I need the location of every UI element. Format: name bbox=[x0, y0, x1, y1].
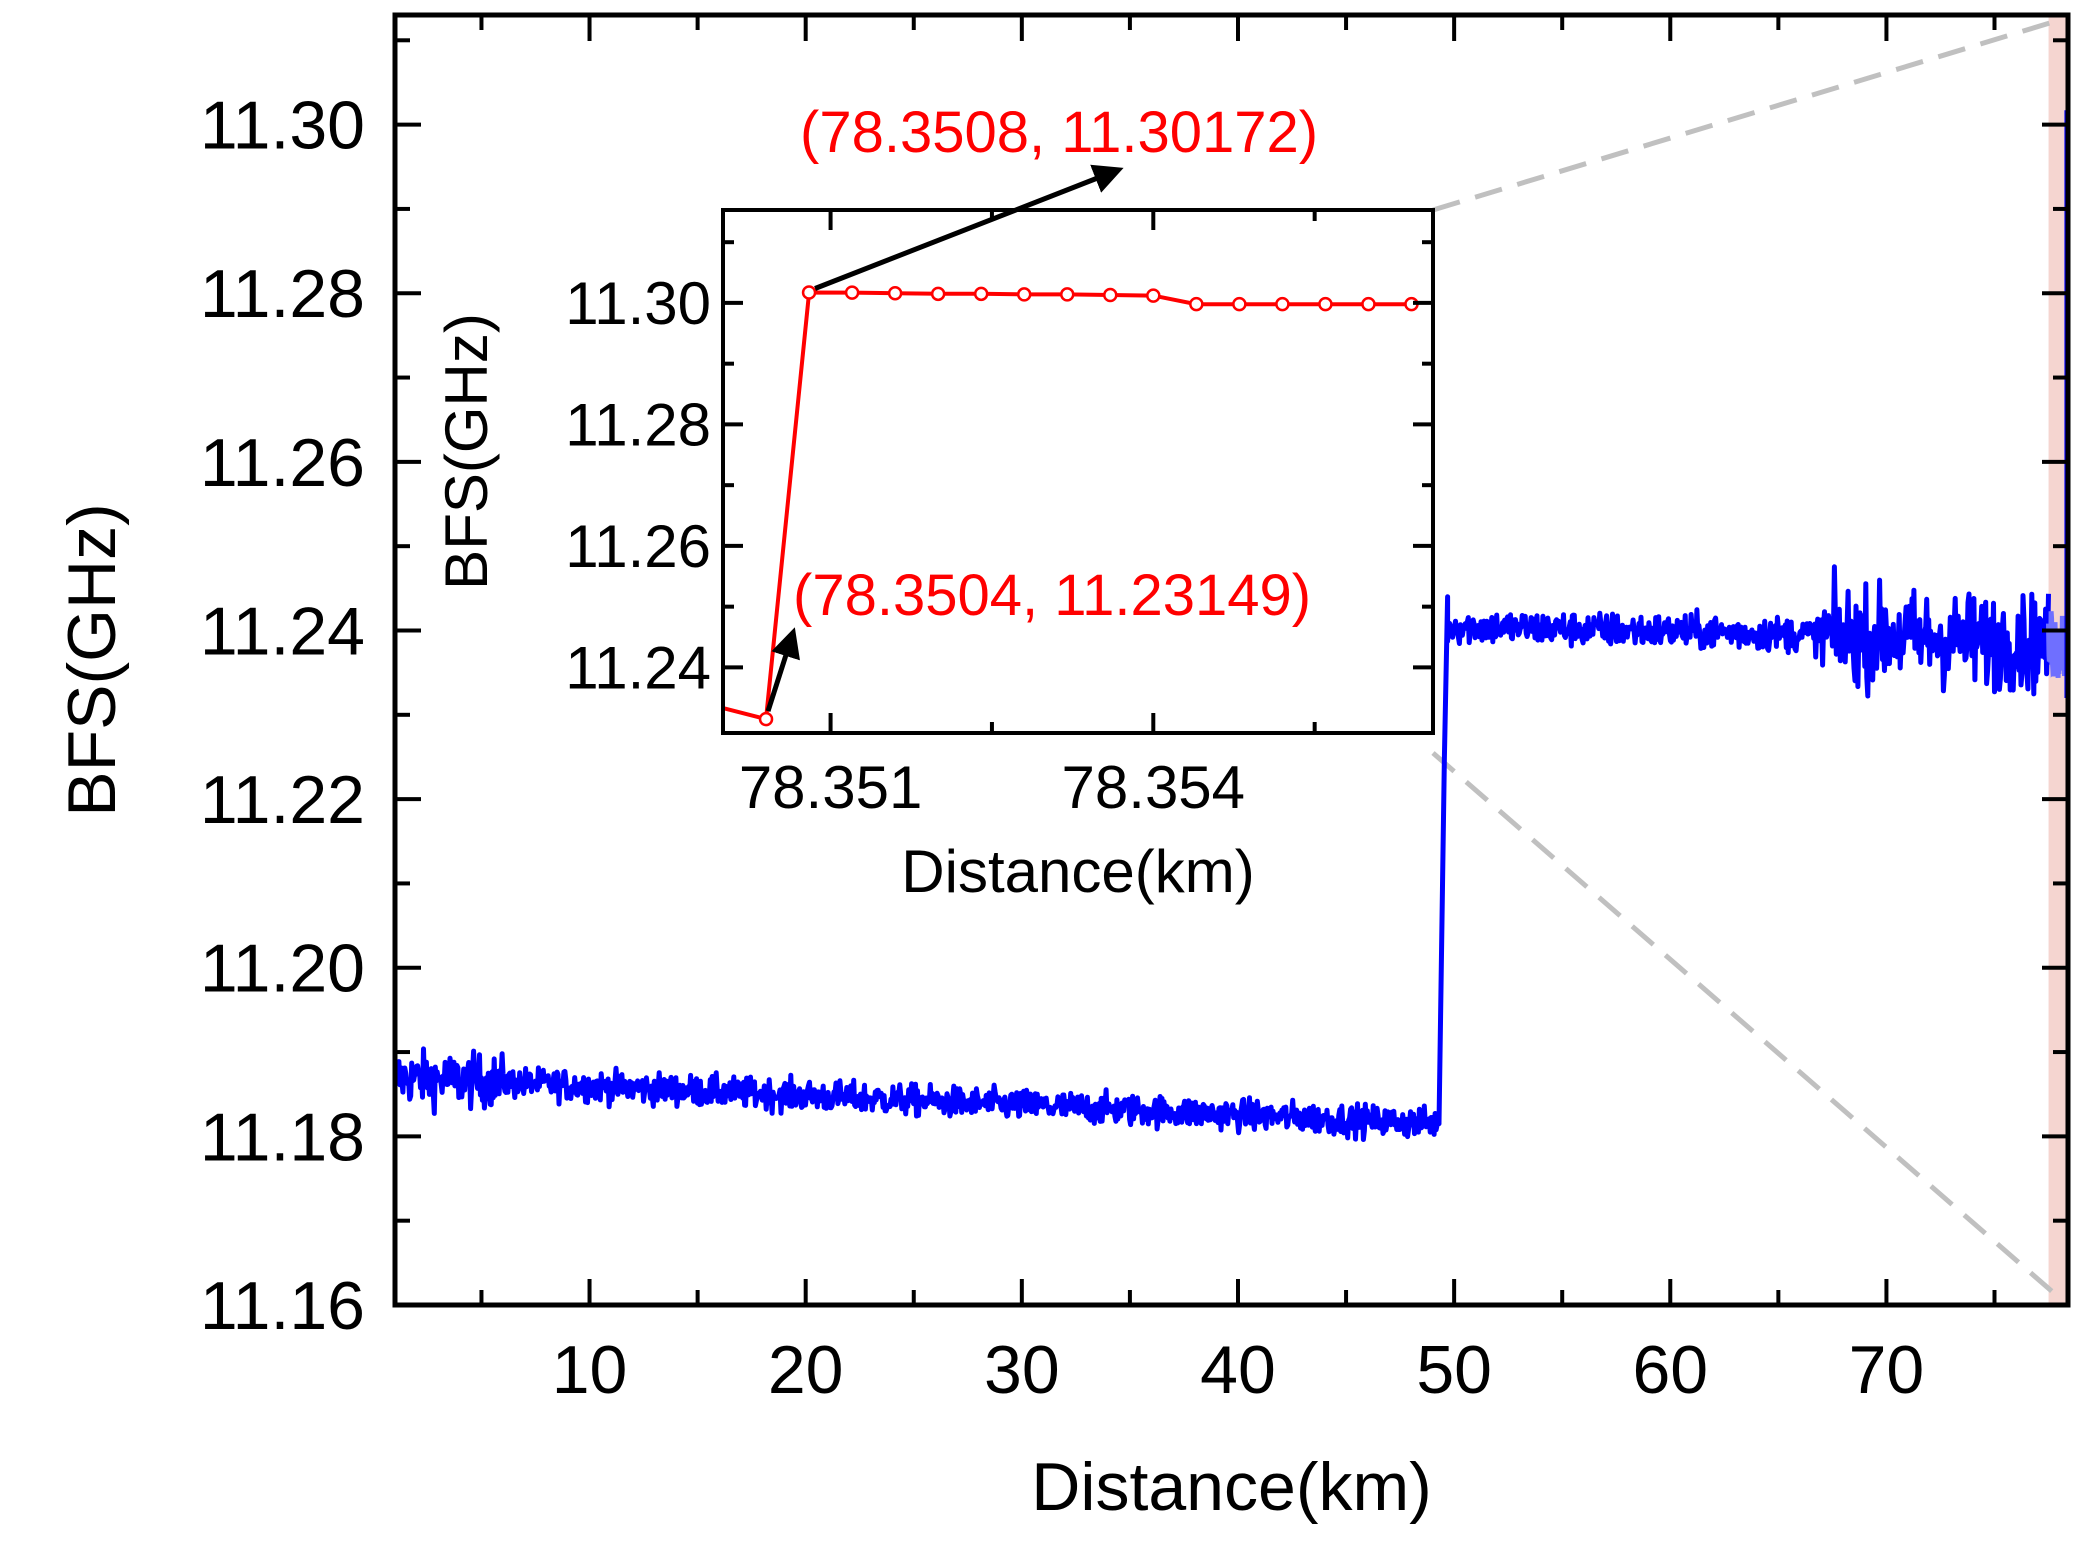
y-tick-label: 11.18 bbox=[200, 1099, 365, 1175]
y-tick-label: 11.30 bbox=[200, 88, 365, 164]
y-tick-label: 11.16 bbox=[200, 1268, 365, 1344]
inset-y-axis-title: BFS(GHz) bbox=[433, 313, 500, 590]
inset-data-point bbox=[1146, 288, 1161, 303]
inset-background bbox=[723, 210, 1433, 733]
inset-data-point bbox=[801, 285, 817, 300]
y-tick-label: 11.20 bbox=[200, 931, 365, 1007]
y-tick-label: 11.28 bbox=[200, 256, 365, 332]
inset-data-point bbox=[1016, 287, 1032, 302]
inset-data-point bbox=[1232, 296, 1247, 312]
bfs-trace-zoom-region bbox=[2046, 611, 2069, 678]
x-tick-label: 50 bbox=[1416, 1332, 1492, 1408]
annotation-max-point: (78.3508, 11.30172) bbox=[800, 100, 1318, 165]
inset-y-tick-label: 11.30 bbox=[565, 270, 711, 337]
inset-x-tick-label: 78.354 bbox=[1062, 754, 1246, 821]
bfs-trace bbox=[392, 564, 2051, 1142]
y-tick-label: 11.22 bbox=[200, 762, 365, 838]
annotation-arrow-max bbox=[814, 164, 1124, 291]
y-tick-label: 11.26 bbox=[200, 425, 365, 501]
annotation-min-point: (78.3504, 11.23149) bbox=[793, 563, 1311, 628]
inset-data-point bbox=[1189, 296, 1204, 312]
inset-tick-labels: 78.351 78.354 11.24 11.26 11.28 11.30 bbox=[565, 270, 1245, 821]
inset-data-point bbox=[1103, 287, 1118, 303]
inset-data-point bbox=[758, 711, 774, 727]
inset-data-point bbox=[1059, 287, 1075, 302]
inset-axes-frame bbox=[721, 208, 1435, 735]
inset-data-point bbox=[1318, 296, 1333, 312]
zoom-connector-top bbox=[1432, 16, 2064, 213]
x-tick-label: 10 bbox=[552, 1332, 628, 1408]
inset-x-tick-label: 78.351 bbox=[739, 754, 923, 821]
inset-data-point bbox=[1275, 296, 1290, 312]
inset-data-point bbox=[930, 286, 946, 302]
annotation-arrow-min bbox=[765, 627, 800, 712]
zoom-connector-lines bbox=[1431, 16, 2065, 1303]
inset-y-tick-label: 11.24 bbox=[565, 634, 711, 701]
y-tick-label: 11.24 bbox=[200, 593, 365, 669]
inset-y-tick-label: 11.28 bbox=[565, 391, 711, 458]
main-tick-labels: 10 20 30 40 50 60 70 11.16 11.18 11.20 11.22 11.24 1… bbox=[200, 88, 1924, 1408]
main-x-axis-title: Distance(km) bbox=[1031, 1449, 1432, 1525]
point-annotations: (78.3508, 11.30172) (78.3504, 11.23149) bbox=[765, 100, 1318, 712]
x-tick-label: 40 bbox=[1200, 1332, 1276, 1408]
inset-data-point bbox=[887, 285, 903, 301]
main-ticks bbox=[395, 15, 2068, 1307]
x-tick-label: 30 bbox=[984, 1332, 1060, 1408]
inset-data-point bbox=[844, 285, 860, 300]
main-y-axis-title: BFS(GHz) bbox=[54, 503, 130, 817]
x-tick-label: 20 bbox=[768, 1332, 844, 1408]
main-axes-frame bbox=[392, 12, 2071, 1308]
zoom-connector-bottom bbox=[1431, 751, 2065, 1303]
inset-plot: 78.351 78.354 11.24 11.26 11.28 11.30 Distanc… bbox=[433, 208, 1435, 905]
x-tick-label: 70 bbox=[1849, 1332, 1925, 1408]
inset-data-point bbox=[973, 286, 989, 302]
inset-y-tick-label: 11.26 bbox=[565, 513, 711, 580]
inset-data-point bbox=[1361, 296, 1376, 312]
inset-x-axis-title: Distance(km) bbox=[901, 838, 1254, 905]
annotation-arrows bbox=[765, 164, 1124, 712]
inset-plot-lines bbox=[722, 285, 1419, 727]
x-tick-label: 60 bbox=[1632, 1332, 1708, 1408]
